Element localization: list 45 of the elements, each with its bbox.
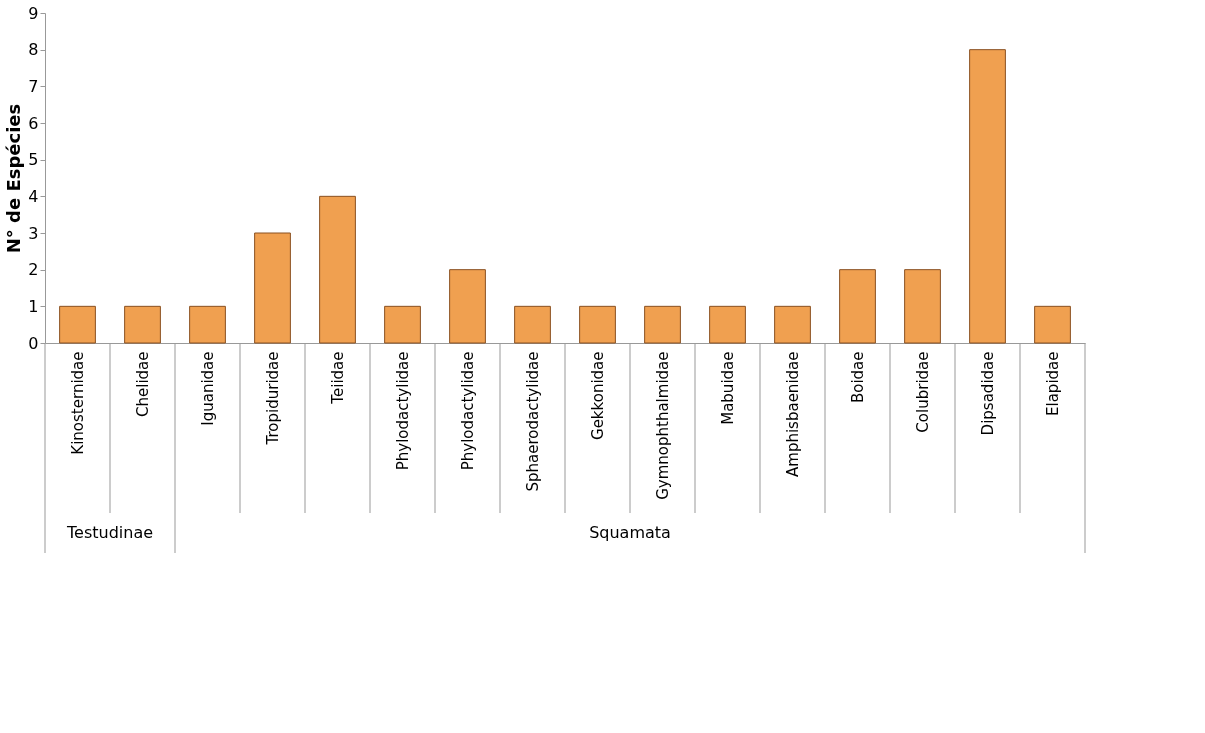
x-tick-label: Amphisbaenidae [783, 351, 802, 477]
x-tick-label: Phylodactylidae [458, 351, 477, 471]
x-tick-label: Colubridae [913, 351, 932, 433]
bar [904, 269, 941, 344]
x-tick-label: Chelidae [133, 351, 152, 417]
y-axis-title: N° de Espécies [3, 103, 25, 254]
bar [969, 49, 1006, 344]
bar [709, 305, 746, 344]
bar [1034, 305, 1071, 344]
bar [514, 305, 551, 344]
x-tick-label: Boidae [848, 351, 867, 404]
y-tick-label: 5 [28, 150, 39, 170]
bar [384, 305, 421, 344]
text: Squamata [589, 523, 671, 542]
y-tick-label: 7 [28, 76, 39, 96]
bar [254, 232, 291, 344]
bar [59, 305, 96, 344]
x-tick-label: Elapidae [1043, 351, 1062, 416]
x-tick-label: Dipsadidae [978, 351, 997, 436]
y-tick-label: 6 [28, 113, 39, 133]
y-tick-label: 0 [28, 333, 39, 353]
bar [124, 305, 161, 344]
y-tick-label: 3 [28, 223, 39, 243]
x-tick-label: Phylodactylidae [393, 351, 412, 471]
x-tick-label: Gymnophthalmidae [653, 351, 672, 500]
bar [319, 195, 356, 344]
x-tick-label: Iguanidae [198, 351, 217, 426]
x-tick-label: Mabuidae [718, 351, 737, 425]
y-tick-label: 9 [28, 3, 39, 23]
y-tick-label: 1 [28, 296, 39, 316]
x-tick-label: Sphaerodactylidae [523, 351, 542, 492]
text: Testudinae [65, 523, 154, 542]
bar [774, 305, 811, 344]
y-tick-label: 4 [28, 186, 39, 206]
y-tick-label: 8 [28, 40, 39, 60]
bar [579, 305, 616, 344]
x-tick-label: Gekkonidae [588, 351, 607, 440]
y-tick-label: 2 [28, 260, 39, 280]
bar [839, 269, 876, 344]
x-tick-label: Tropiduridae [263, 351, 282, 446]
x-tick-label: Kinosternidae [68, 351, 87, 455]
bar [644, 305, 681, 344]
bar [189, 305, 226, 344]
bar [449, 269, 486, 344]
x-tick-label: Teiidae [328, 351, 347, 405]
